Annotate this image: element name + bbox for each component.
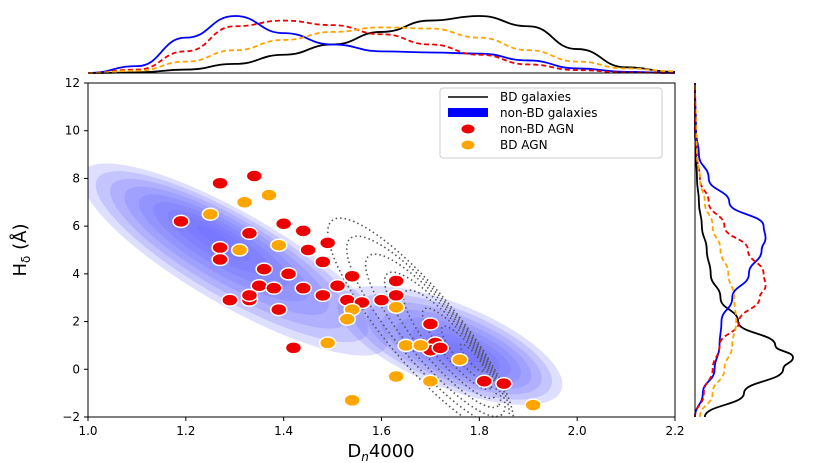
bd-contour-level: [383, 271, 502, 409]
non-bd-agn-point: [265, 281, 283, 295]
x-tick-label: 1.4: [274, 424, 293, 438]
non-bd-agn-point: [221, 293, 239, 307]
y-tick-label: 8: [72, 171, 80, 185]
non-bd-agn-point: [495, 376, 513, 391]
right-marginal-kde: [694, 82, 794, 418]
right-kde-non-bd-agn: [694, 83, 767, 418]
non-bd-agn-point: [245, 169, 264, 183]
agn-points: [172, 169, 542, 412]
non-bd-agn-point: [475, 374, 493, 388]
x-tick-label: 1.2: [176, 424, 195, 438]
non-bd-agn-point: [299, 243, 317, 257]
non-bd-agn-point: [270, 302, 288, 317]
bd-agn-point: [421, 374, 440, 388]
x-tick-label: 1.8: [470, 424, 489, 438]
non-bd-agn-point: [294, 281, 312, 295]
right-kde-non-bd-galaxies: [694, 82, 767, 418]
bd-agn-point: [230, 243, 249, 257]
non-bd-agn-point: [211, 176, 229, 190]
non-bd-agn-point: [294, 224, 312, 238]
legend-label-bd-agn: BD AGN: [500, 138, 548, 152]
legend-marker-bd-agn: [460, 139, 476, 151]
non-bd-density-level: [337, 285, 563, 405]
top-kde-bd-galaxies: [87, 15, 676, 74]
non-bd-density-level: [381, 309, 532, 390]
non-bd-agn-point: [240, 226, 259, 241]
non-bd-agn-point: [172, 214, 190, 229]
y-tick-label: 10: [65, 124, 80, 138]
legend: BD galaxies non-BD galaxies non-BD AGN B…: [439, 87, 663, 159]
bd-agn-point: [451, 352, 469, 367]
non-bd-agn-point: [387, 288, 405, 303]
non-bd-density-level: [366, 301, 542, 395]
x-axis-ticks: 1.0 1.2 1.4 1.6 1.8 2.0 2.2: [78, 417, 685, 438]
legend-label-bd-galaxies: BD galaxies: [500, 90, 571, 104]
bd-agn-point: [338, 312, 357, 326]
legend-label-non-bd-agn: non-BD AGN: [500, 122, 574, 136]
non-bd-agn-point: [343, 269, 361, 283]
y-tick-label: 0: [72, 362, 80, 376]
bd-agn-point: [318, 336, 337, 350]
non-bd-agn-point: [314, 255, 332, 269]
non-bd-agn-point: [387, 274, 405, 288]
bd-agn-point: [411, 338, 430, 353]
non-bd-density-level: [454, 349, 480, 363]
bd-agn-point: [343, 393, 361, 408]
legend-box: [439, 87, 663, 159]
bd-agn-point: [235, 195, 254, 210]
bd-contour-level: [326, 217, 515, 417]
y-tick-label: −2: [62, 410, 80, 424]
bd-agn-point: [387, 369, 405, 384]
bd-contour-level: [364, 253, 506, 417]
right-kde-bd-galaxies: [694, 83, 794, 418]
right-kde-bd-agn: [694, 82, 738, 418]
x-tick-label: 1.0: [78, 424, 97, 438]
non-bd-agn-point: [314, 288, 332, 303]
non-bd-agn-point: [250, 279, 268, 293]
x-tick-label: 1.6: [372, 424, 391, 438]
non-bd-density-level: [95, 171, 369, 343]
bd-agn-point: [387, 300, 405, 315]
y-tick-label: 2: [72, 315, 80, 329]
bd-agn-point: [524, 398, 542, 412]
non-bd-agn-point: [255, 262, 273, 276]
non-bd-agn-point: [211, 240, 229, 255]
non-bd-agn-point: [279, 267, 298, 281]
y-axis-label: Hδ (Å): [9, 224, 33, 277]
x-tick-label: 2.2: [665, 424, 684, 438]
top-kde-non-bd-galaxies: [87, 15, 676, 74]
top-marginal-kde: [87, 15, 676, 74]
bd-contour-level: [459, 343, 485, 372]
bd-agn-point: [201, 207, 220, 221]
non-bd-agn-point: [318, 236, 337, 250]
non-bd-agn-point: [421, 317, 440, 331]
y-tick-label: 4: [72, 267, 80, 281]
non-bd-agn-point: [431, 341, 449, 355]
non-bd-agn-point: [284, 341, 303, 355]
legend-label-non-bd-galaxies: non-BD galaxies: [500, 106, 597, 120]
non-bd-agn-point: [211, 252, 229, 267]
x-axis-label: Dn4000: [347, 441, 414, 463]
bd-contour-level: [421, 307, 493, 391]
legend-patch-non-bd-galaxies: [448, 108, 488, 117]
bd-agn-point: [270, 238, 288, 252]
non-bd-agn-point: [372, 293, 391, 307]
y-tick-label: 12: [65, 76, 80, 90]
legend-marker-non-bd-agn: [460, 123, 476, 135]
bd-agn-point: [260, 188, 278, 202]
non-bd-density-level: [352, 293, 553, 400]
y-axis-ticks: −2 0 2 4 6 8 10 12: [62, 76, 88, 424]
non-bd-agn-point: [274, 217, 293, 231]
top-kde-bd-agn: [87, 26, 676, 74]
bd-agn-point: [397, 338, 415, 353]
y-tick-label: 6: [72, 219, 80, 233]
non-bd-agn-point: [240, 288, 259, 303]
x-tick-label: 2.0: [568, 424, 587, 438]
non-bd-density-level: [110, 178, 349, 329]
non-bd-density-level: [88, 163, 389, 356]
non-bd-agn-point: [328, 279, 347, 293]
top-kde-non-bd-agn: [87, 19, 676, 74]
